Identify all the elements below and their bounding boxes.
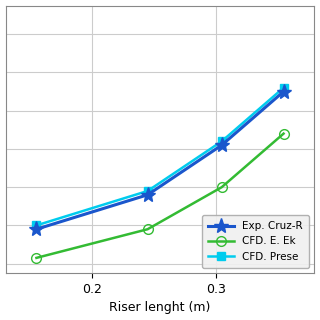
Exp. Cruz-R: [35, 227, 38, 231]
Exp. Cruz-R: [220, 143, 224, 147]
Legend: Exp. Cruz-R, CFD. E. Ek, CFD. Prese: Exp. Cruz-R, CFD. E. Ek, CFD. Prese: [202, 215, 309, 268]
CFD. E. Ek: [35, 256, 38, 260]
Exp. Cruz-R: [282, 90, 285, 93]
CFD. Prese: [146, 189, 149, 193]
CFD. Prese: [35, 223, 38, 227]
CFD. E. Ek: [220, 185, 224, 189]
Line: CFD. E. Ek: CFD. E. Ek: [32, 129, 288, 263]
Line: Exp. Cruz-R: Exp. Cruz-R: [29, 84, 291, 237]
Exp. Cruz-R: [146, 193, 149, 197]
CFD. E. Ek: [282, 132, 285, 136]
CFD. Prese: [282, 86, 285, 90]
CFD. Prese: [220, 139, 224, 143]
X-axis label: Riser lenght (m): Riser lenght (m): [109, 301, 211, 315]
CFD. E. Ek: [146, 227, 149, 231]
Line: CFD. Prese: CFD. Prese: [32, 84, 288, 229]
